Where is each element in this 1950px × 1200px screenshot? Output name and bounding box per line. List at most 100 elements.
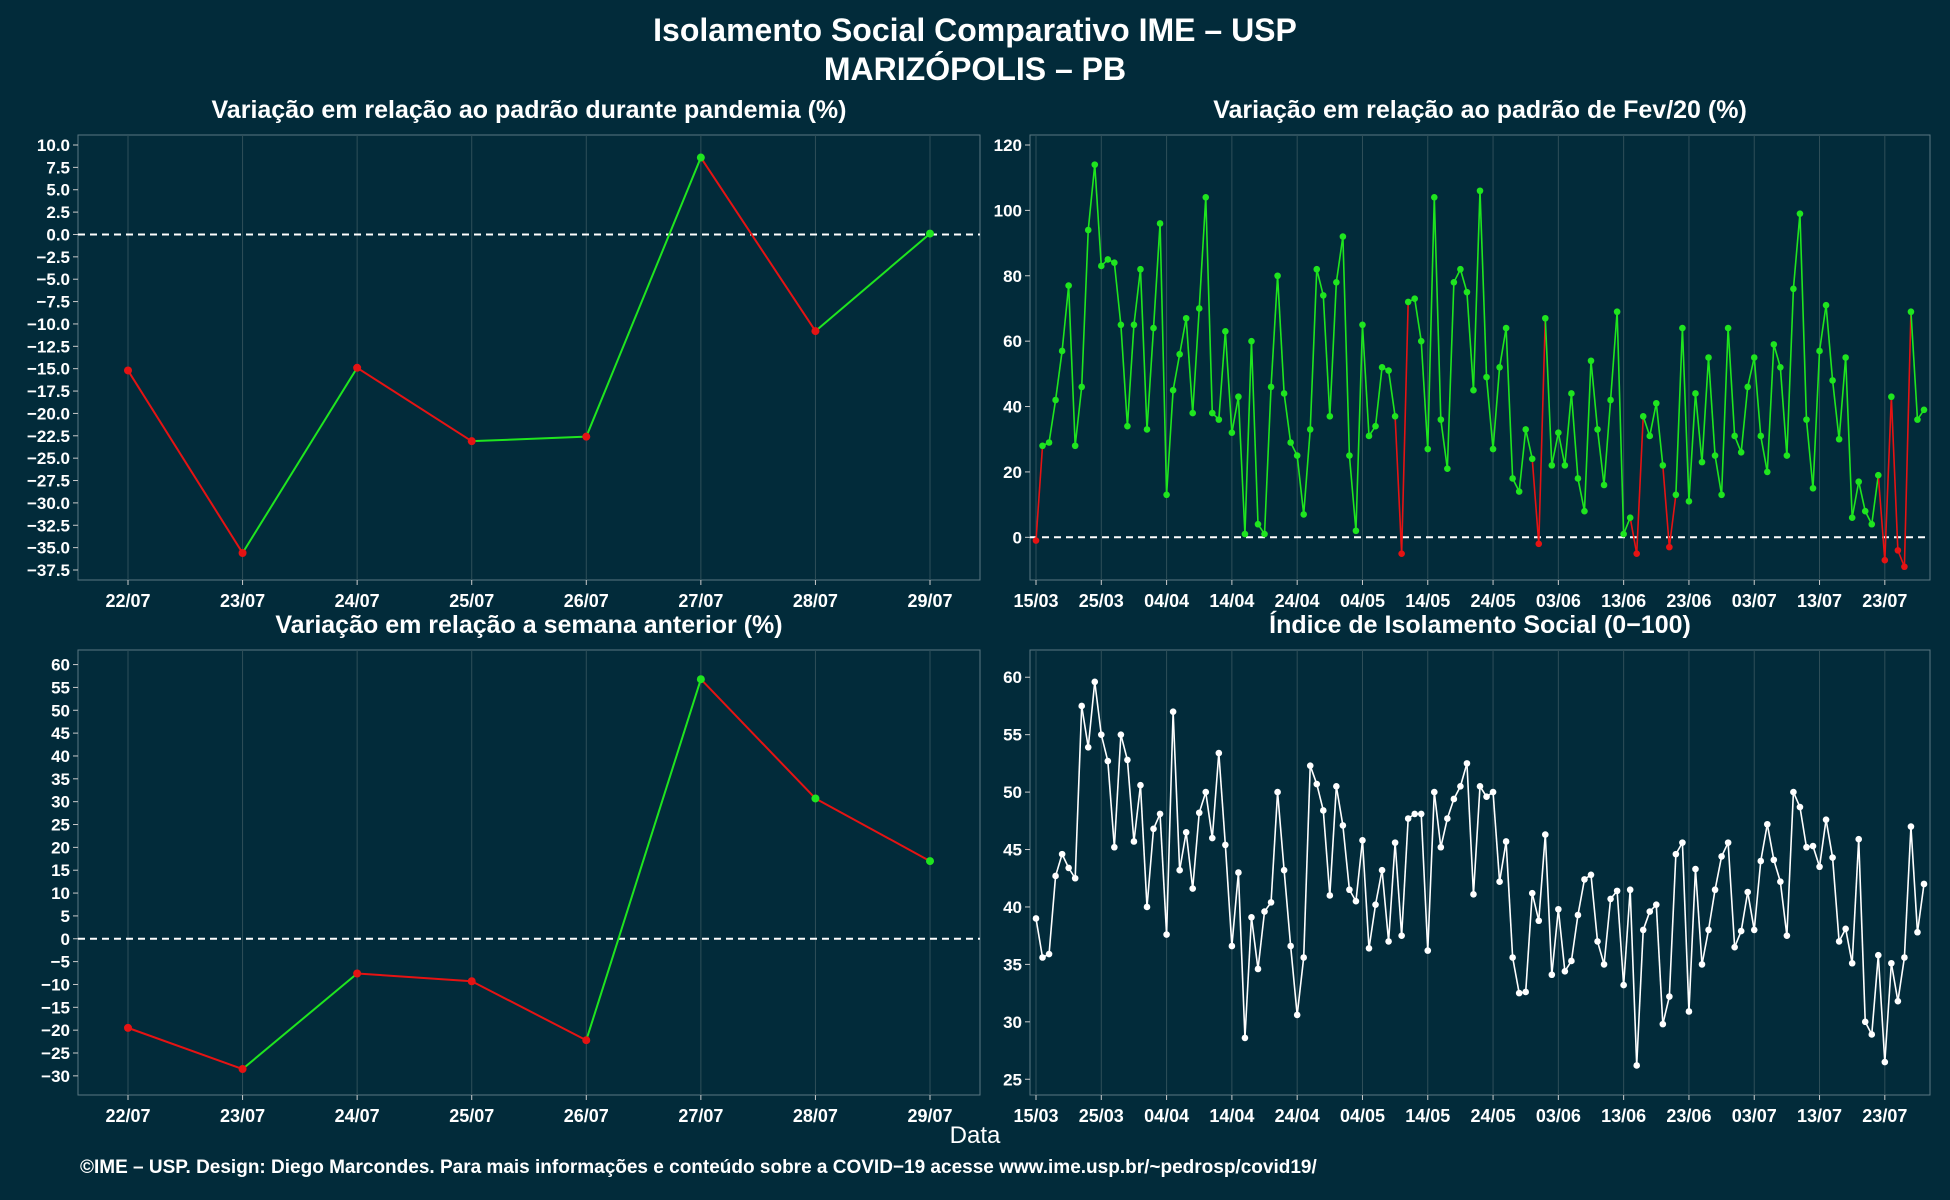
data-point: [1143, 903, 1151, 911]
data-point: [1124, 756, 1131, 764]
series-segment: [1662, 465, 1671, 548]
series-segment: [1668, 494, 1677, 548]
figure-title: Isolamento Social Comparativo IME – USP: [653, 12, 1297, 48]
y-tick-label: 0: [61, 930, 70, 949]
series-segment: [1211, 752, 1220, 839]
data-point: [1874, 471, 1882, 479]
series-segment: [1492, 792, 1501, 882]
data-point: [1705, 354, 1712, 361]
x-tick-label: 03/06: [1536, 1106, 1581, 1126]
y-tick-label: −27.5: [27, 472, 70, 491]
data-point: [1097, 262, 1105, 270]
data-point: [1652, 399, 1660, 407]
data-point: [1522, 426, 1530, 433]
data-point: [1581, 507, 1588, 515]
data-point: [1600, 481, 1608, 489]
series-segment: [1191, 812, 1201, 889]
data-point: [1894, 547, 1902, 554]
data-point: [1359, 837, 1366, 844]
series-segment: [1551, 432, 1560, 466]
series-segment: [1159, 223, 1168, 495]
data-point: [1045, 439, 1053, 446]
data-point: [1861, 507, 1869, 515]
series-segment: [471, 435, 587, 443]
series-segment: [1910, 826, 1919, 933]
x-tick-label: 23/06: [1666, 1106, 1711, 1126]
series-segment: [1250, 917, 1259, 970]
series-segment: [1329, 786, 1338, 896]
data-point: [1071, 874, 1079, 882]
data-point: [1039, 954, 1046, 961]
series-segment: [1322, 295, 1331, 417]
y-tick-label: 55: [1003, 726, 1022, 745]
series-segment: [1884, 396, 1893, 561]
data-point: [1816, 863, 1823, 871]
data-point: [1235, 393, 1242, 401]
y-tick-label: −35.0: [27, 539, 70, 558]
y-tick-label: −20: [41, 1021, 70, 1040]
series-segment: [1518, 429, 1527, 492]
data-point: [1391, 413, 1399, 420]
data-point: [1652, 901, 1660, 908]
data-point: [1104, 256, 1112, 263]
series-segment: [814, 232, 931, 332]
data-point: [1535, 917, 1543, 925]
data-point: [1633, 550, 1641, 557]
data-point: [1385, 938, 1392, 945]
data-point: [1561, 462, 1569, 469]
series-segment: [1766, 344, 1775, 472]
series-segment: [241, 972, 358, 1070]
data-point: [1065, 282, 1072, 289]
panel-title: Variação em relação ao padrão de Fev/20 …: [1213, 96, 1747, 124]
x-tick-label: 24/05: [1471, 591, 1516, 611]
data-point: [1104, 757, 1112, 765]
data-point: [1528, 889, 1536, 897]
data-point: [1430, 194, 1438, 201]
series-segment: [1505, 841, 1514, 958]
data-point: [1032, 915, 1040, 922]
y-tick-label: 0.0: [46, 225, 70, 244]
series-segment: [1753, 357, 1762, 437]
y-tick-label: 30: [1003, 1013, 1022, 1032]
series-segment: [1616, 311, 1625, 535]
x-tick-label: 14/04: [1209, 1106, 1254, 1126]
data-point: [1241, 1034, 1249, 1042]
data-point: [1150, 825, 1157, 833]
series-segment: [1629, 889, 1638, 1066]
data-point: [1515, 488, 1523, 495]
y-tick-label: −15: [41, 998, 70, 1017]
x-tick-label: 25/03: [1079, 591, 1124, 611]
data-point: [1548, 971, 1556, 979]
series-segment: [1707, 889, 1716, 931]
x-tick-label: 24/07: [335, 591, 380, 611]
series-segment: [1681, 328, 1690, 502]
data-point: [1470, 386, 1477, 394]
series-segment: [1870, 955, 1880, 1035]
series-segment: [1218, 331, 1227, 420]
series-segment: [1511, 957, 1520, 994]
data-point: [1881, 556, 1889, 564]
data-point: [1770, 856, 1778, 864]
data-point: [1222, 328, 1229, 335]
data-point: [926, 229, 934, 238]
x-tick-label: 27/07: [678, 1106, 723, 1126]
data-point: [1920, 406, 1928, 414]
data-point: [1071, 442, 1079, 450]
data-point: [1515, 989, 1523, 997]
data-point: [1633, 1062, 1641, 1069]
series-segment: [1635, 416, 1645, 554]
x-tick-label: 25/07: [449, 1106, 494, 1126]
series-segment: [1753, 860, 1762, 931]
data-point: [1914, 928, 1921, 936]
series-segment: [1570, 914, 1579, 962]
data-point: [1842, 354, 1849, 361]
data-point: [1287, 439, 1294, 446]
data-point: [467, 437, 476, 446]
data-point: [1372, 422, 1379, 430]
data-point: [1698, 458, 1706, 466]
data-point: [1398, 550, 1405, 557]
series-segment: [1185, 318, 1194, 414]
data-point: [1169, 708, 1177, 715]
data-point: [1352, 897, 1360, 905]
series-segment: [1361, 324, 1370, 437]
